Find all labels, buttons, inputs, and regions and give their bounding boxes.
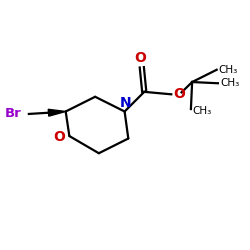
- Text: N: N: [119, 96, 131, 110]
- Text: Br: Br: [5, 108, 21, 120]
- Polygon shape: [48, 109, 66, 116]
- Text: CH₃: CH₃: [219, 65, 238, 75]
- Text: O: O: [135, 51, 146, 65]
- Text: CH₃: CH₃: [220, 78, 239, 88]
- Text: CH₃: CH₃: [192, 106, 212, 116]
- Text: O: O: [53, 130, 65, 144]
- Text: O: O: [174, 87, 186, 101]
